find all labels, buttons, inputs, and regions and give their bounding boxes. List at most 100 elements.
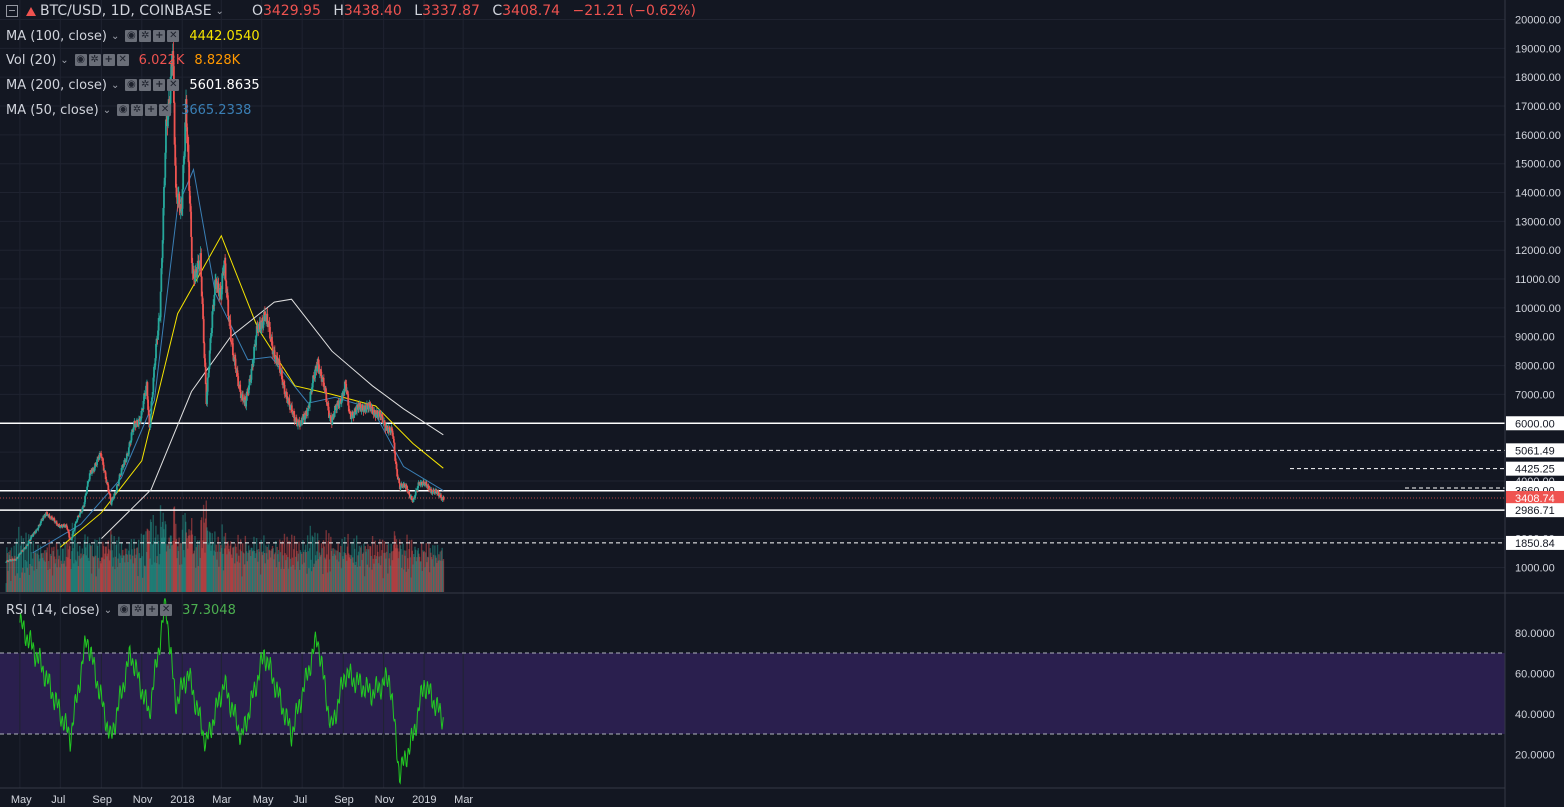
volume-bar <box>334 555 337 592</box>
volume-bar <box>158 564 160 592</box>
volume-bar <box>387 573 389 592</box>
plus-icon[interactable]: + <box>102 54 115 66</box>
symbol-title[interactable]: BTC/USD, 1D, COINBASE <box>40 3 212 19</box>
volume-bar <box>32 540 35 592</box>
volume-bar <box>12 562 15 592</box>
candle-body <box>196 272 198 278</box>
volume-bar <box>137 576 139 592</box>
volume-bar <box>65 556 68 592</box>
volume-bar <box>277 549 280 592</box>
volume-bar <box>371 535 374 592</box>
candle-body <box>337 400 340 406</box>
volume-bar <box>369 546 372 592</box>
volume-bar <box>217 536 219 592</box>
volume-bar <box>218 566 220 592</box>
candle-body <box>343 381 346 389</box>
indicator-row-ma50[interactable]: MA (50, close) ⌄ ◉ ✲ + ✕ 3665.2338 <box>6 100 251 120</box>
volume-bar <box>273 559 275 592</box>
volume-bar <box>157 541 160 592</box>
volume-bar <box>104 546 107 592</box>
volume-bar <box>87 557 90 592</box>
chevron-down-icon[interactable]: ⌄ <box>60 54 69 66</box>
plus-icon[interactable]: + <box>153 79 166 91</box>
indicator-label[interactable]: MA (100, close) <box>6 28 107 44</box>
volume-bar <box>191 534 194 592</box>
gear-icon[interactable]: ✲ <box>132 604 145 616</box>
chevron-down-icon[interactable]: ⌄ <box>102 104 112 116</box>
eye-icon[interactable]: ◉ <box>117 104 130 116</box>
chevron-down-icon[interactable]: ⌄ <box>103 604 113 616</box>
indicator-row-ma100[interactable]: MA (100, close) ⌄ ◉ ✲ + ✕ 4442.0540 <box>6 26 260 46</box>
indicator-label[interactable]: Vol (20) <box>6 52 57 68</box>
volume-bar <box>298 541 300 592</box>
chevron-down-icon[interactable]: ⌄ <box>110 79 120 91</box>
volume-bar <box>399 539 401 592</box>
candle-body <box>68 533 71 538</box>
plus-icon[interactable]: + <box>145 104 158 116</box>
eye-icon[interactable]: ◉ <box>125 30 138 42</box>
plus-icon[interactable]: + <box>146 604 159 616</box>
price-tick-label: 20000.00 <box>1515 15 1561 27</box>
candle-body <box>200 253 202 277</box>
gear-icon[interactable]: ✲ <box>131 104 144 116</box>
ohlc-values: O3429.95 H3438.40 L3337.87 C3408.74 −21.… <box>252 3 704 19</box>
candle-body <box>392 435 395 439</box>
gear-icon[interactable]: ✲ <box>139 30 152 42</box>
candle-body <box>233 357 236 359</box>
chevron-down-icon[interactable]: ⌄ <box>215 5 224 17</box>
close-icon[interactable]: ✕ <box>116 54 129 66</box>
candle-body <box>277 364 279 366</box>
candle-body <box>170 63 173 77</box>
volume-bar <box>63 560 66 592</box>
rsi-axis[interactable]: 80.0000 60.0000 40.0000 20.0000 <box>1515 628 1555 762</box>
indicator-label[interactable]: MA (50, close) <box>6 102 99 118</box>
volume-bar <box>304 549 306 592</box>
indicator-row-ma200[interactable]: MA (200, close) ⌄ ◉ ✲ + ✕ 5601.8635 <box>6 75 260 95</box>
candle-body <box>44 515 47 517</box>
eye-icon[interactable]: ◉ <box>118 604 131 616</box>
close-icon[interactable]: ✕ <box>167 79 180 91</box>
indicator-row-rsi[interactable]: RSI (14, close) ⌄ ◉ ✲ + ✕ 37.3048 <box>6 600 236 620</box>
horizontal-levels[interactable] <box>0 422 1505 544</box>
candle-body <box>422 481 424 485</box>
candle-body <box>160 268 163 292</box>
volume-bar <box>135 548 138 592</box>
plus-icon[interactable]: + <box>153 30 166 42</box>
volume-bar <box>432 545 434 592</box>
candle-body <box>154 358 157 366</box>
close-icon[interactable]: ✕ <box>160 604 173 616</box>
gear-icon[interactable]: ✲ <box>139 79 152 91</box>
candle-body <box>97 456 100 460</box>
candle-body <box>37 524 40 528</box>
volume-bar <box>239 549 241 592</box>
candle-body <box>441 498 444 501</box>
price-tick-label: 9000.00 <box>1515 332 1555 344</box>
eye-icon[interactable]: ◉ <box>125 79 138 91</box>
candle-body <box>183 151 186 159</box>
volume-bar <box>67 557 69 592</box>
indicator-row-vol[interactable]: Vol (20) ⌄ ◉ ✲ + ✕ 6.022K 8.828K <box>6 50 240 70</box>
eye-icon[interactable]: ◉ <box>74 54 87 66</box>
volume-bar <box>196 540 199 592</box>
collapse-legend-icon[interactable] <box>6 5 18 17</box>
candle-body <box>21 550 24 552</box>
close-icon[interactable]: ✕ <box>167 30 180 42</box>
candle-body <box>237 376 240 387</box>
chevron-down-icon[interactable]: ⌄ <box>110 30 120 42</box>
indicator-label[interactable]: RSI (14, close) <box>6 602 100 618</box>
indicator-label[interactable]: MA (200, close) <box>6 77 107 93</box>
time-axis[interactable]: May Jul Sep Nov 2018 Mar May Jul Sep Nov 2019 Mar <box>11 794 474 806</box>
volume-bar <box>369 546 371 592</box>
volume-bar <box>176 558 178 592</box>
close-icon[interactable]: ✕ <box>159 104 172 116</box>
candle-body <box>12 560 15 562</box>
gear-icon[interactable]: ✲ <box>88 54 101 66</box>
candle-body <box>203 343 206 359</box>
time-tick-label: Sep <box>334 794 354 806</box>
volume-bar <box>208 542 210 592</box>
volume-bar <box>224 532 227 592</box>
time-tick-label: Jul <box>293 794 307 806</box>
volume-bar <box>233 546 235 592</box>
volume-bar <box>353 538 355 592</box>
